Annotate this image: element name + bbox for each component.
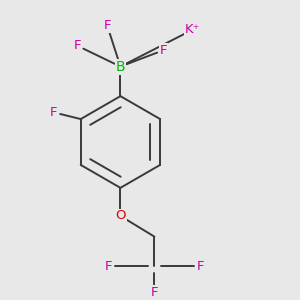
Text: F: F: [50, 106, 58, 119]
Text: F: F: [103, 19, 111, 32]
Text: K⁺: K⁺: [185, 23, 201, 36]
Text: B: B: [116, 60, 125, 74]
Text: F: F: [196, 260, 204, 273]
Text: F: F: [105, 260, 112, 273]
Text: F: F: [74, 39, 81, 52]
Text: F: F: [160, 44, 167, 57]
Text: F: F: [151, 286, 158, 299]
Text: O: O: [115, 209, 126, 222]
